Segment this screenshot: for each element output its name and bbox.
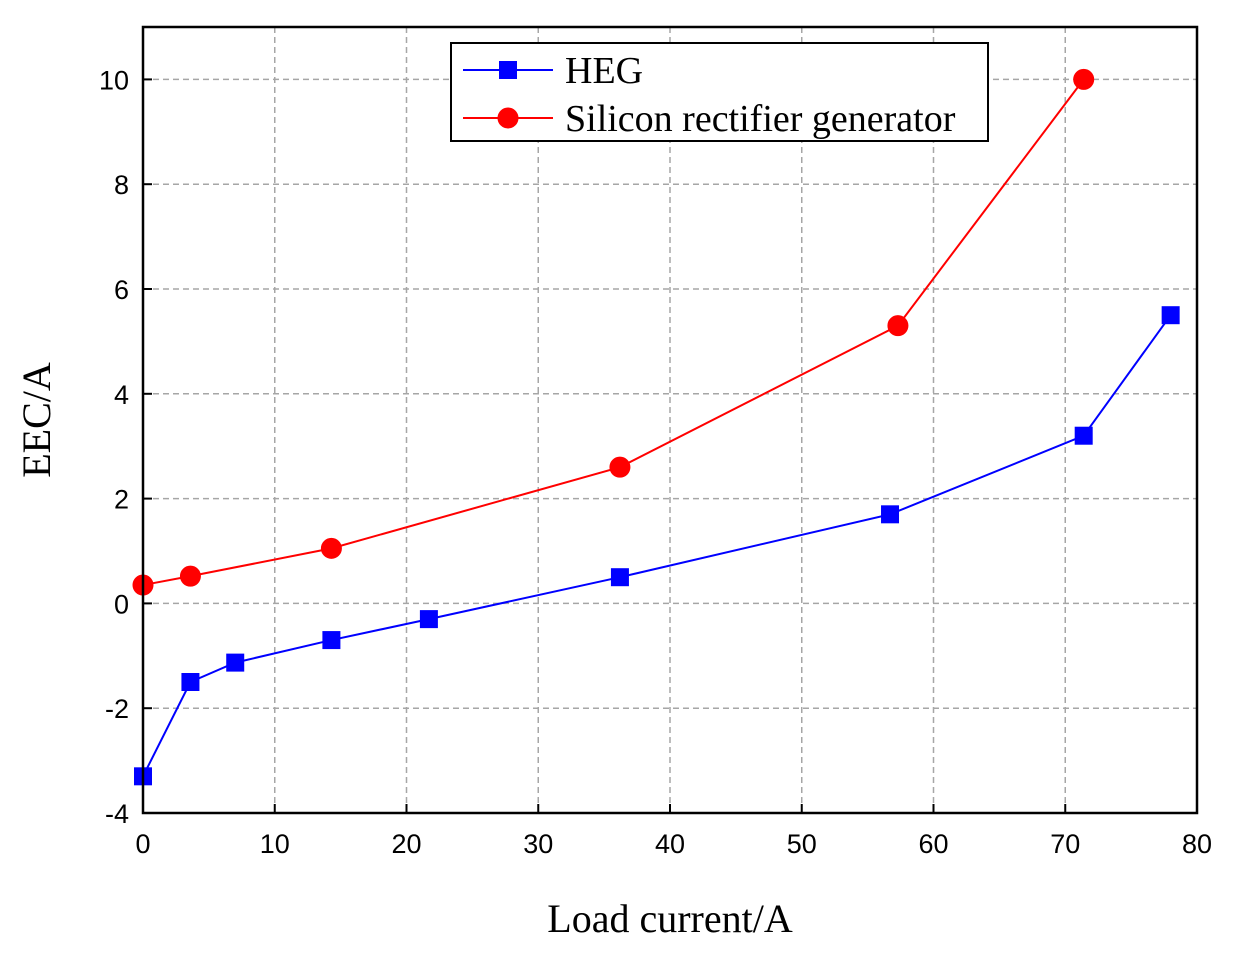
x-tick-label: 70 xyxy=(1050,829,1080,859)
y-tick-labels: -4 -2 0 2 4 6 8 10 xyxy=(99,65,129,829)
x-tick-labels: 0 10 20 30 40 50 60 70 80 xyxy=(135,829,1212,859)
data-point xyxy=(320,537,342,559)
legend-box xyxy=(450,42,989,142)
grid-lines xyxy=(143,27,1197,813)
x-tick-label: 80 xyxy=(1182,829,1212,859)
data-point xyxy=(179,565,201,587)
legend-marker xyxy=(499,61,517,79)
y-tick-label: 10 xyxy=(99,65,129,95)
legend-label: Silicon rectifier generator xyxy=(565,98,956,140)
series-line xyxy=(142,314,1172,777)
x-tick-label: 50 xyxy=(787,829,817,859)
series-line xyxy=(142,78,1085,587)
data-point xyxy=(1073,68,1095,90)
data-point xyxy=(226,653,245,672)
y-tick-label: 8 xyxy=(114,170,129,200)
legend: HEG Silicon rectifier generator xyxy=(450,42,989,142)
data-point xyxy=(609,456,631,478)
series-silicon-rectifier xyxy=(132,68,1095,596)
legend-label: HEG xyxy=(565,50,643,92)
y-tick-label: 4 xyxy=(114,380,129,410)
plot-series xyxy=(132,68,1180,786)
legend-item: Silicon rectifier generator xyxy=(463,98,956,140)
x-tick-label: 60 xyxy=(918,829,948,859)
x-tick-label: 40 xyxy=(655,829,685,859)
x-tick-label: 10 xyxy=(260,829,290,859)
data-point xyxy=(322,631,341,650)
data-point xyxy=(181,673,200,691)
legend-item: HEG xyxy=(463,50,643,92)
y-tick-label: 6 xyxy=(114,275,129,305)
x-tick-label: 30 xyxy=(523,829,553,859)
x-tick-label: 20 xyxy=(391,829,421,859)
y-tick-label: 2 xyxy=(114,485,129,515)
data-point xyxy=(419,610,438,629)
y-tick-label: -2 xyxy=(105,694,129,724)
data-point xyxy=(887,315,909,337)
x-axis-title: Load current/A xyxy=(547,896,793,941)
y-axis-title: EEC/A xyxy=(14,362,59,478)
axis-ticks xyxy=(142,78,1198,814)
data-point xyxy=(1161,306,1180,325)
data-point xyxy=(610,568,629,587)
series-heg xyxy=(134,306,1180,786)
x-tick-label: 0 xyxy=(135,829,150,859)
data-point xyxy=(881,505,900,524)
legend-marker xyxy=(497,107,519,129)
y-tick-label: -4 xyxy=(105,799,129,829)
y-tick-label: 0 xyxy=(114,589,129,619)
data-point xyxy=(1074,426,1093,445)
